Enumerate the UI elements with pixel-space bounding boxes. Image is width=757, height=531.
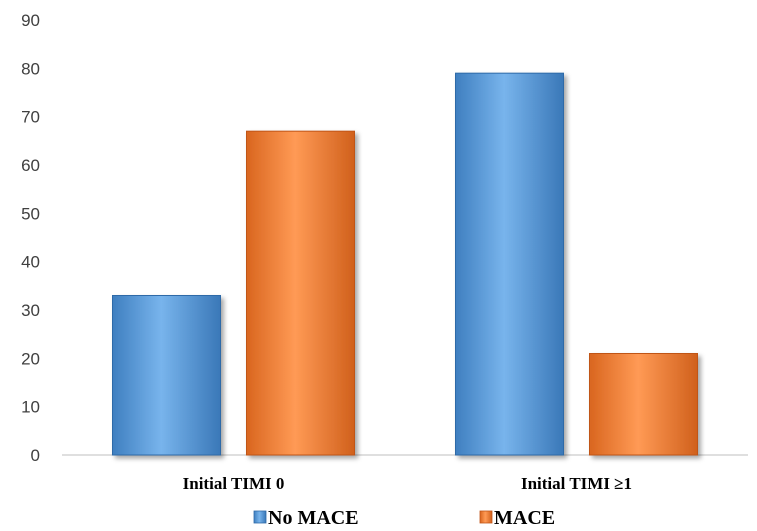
legend-label: MACE [494,507,555,529]
legend-swatch-mace [479,510,493,524]
category-label: Initial TIMI 0 [183,474,285,493]
y-tick-label: 50 [21,204,40,223]
bar-no-mace-2 [455,72,564,456]
y-tick-label: 30 [21,301,40,320]
category-labels: Initial TIMI 0 Initial TIMI ≥1 [183,474,632,493]
y-tick-label: 90 [21,11,40,30]
y-axis-tick-labels: 0 10 20 30 40 50 60 70 80 90 [21,11,40,465]
y-tick-label: 40 [21,253,40,272]
legend: No MACE MACE [253,507,555,529]
y-tick-label: 0 [31,446,40,465]
bar-no-mace-1 [112,295,221,456]
legend-swatch-no-mace [253,510,267,524]
y-tick-label: 70 [21,108,40,127]
bar-mace-2 [589,353,698,456]
bar-mace-1 [246,130,355,456]
category-label: Initial TIMI ≥1 [521,474,632,493]
bars [112,72,698,456]
y-tick-label: 10 [21,398,40,417]
y-tick-label: 80 [21,59,40,78]
y-tick-label: 60 [21,156,40,175]
legend-label: No MACE [268,507,359,529]
y-tick-label: 20 [21,349,40,368]
